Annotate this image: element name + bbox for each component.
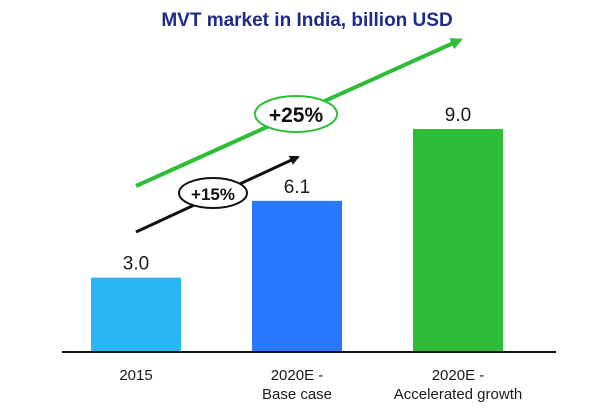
- annotation-base-bubble: [178, 177, 248, 209]
- annotation-accelerated: +25%: [254, 95, 338, 133]
- category-label-3: 2020E -Accelerated growth: [394, 367, 522, 403]
- annotation-accelerated-bubble: [254, 95, 338, 133]
- annotation-base-case: +15%: [178, 177, 248, 209]
- bar-1: [91, 277, 181, 352]
- value-label-2: 6.1: [284, 177, 310, 198]
- bar-2: [252, 200, 342, 352]
- chart-title: MVT market in India, billion USD: [161, 10, 452, 31]
- value-labels-group: 3.0 6.1 9.0: [123, 105, 471, 275]
- category-label-1: 2015: [119, 367, 152, 384]
- annotation-base-label: +15%: [191, 185, 235, 204]
- category-label-2: 2020E -Base case: [262, 367, 332, 403]
- bar-3: [413, 129, 503, 352]
- value-label-3: 9.0: [445, 105, 471, 126]
- value-label-1: 3.0: [123, 254, 149, 275]
- bars-group: [91, 129, 503, 352]
- annotation-accelerated-label: +25%: [269, 104, 324, 127]
- category-labels-group: 2015 2020E -Base case 2020E -Accelerated g…: [119, 367, 522, 403]
